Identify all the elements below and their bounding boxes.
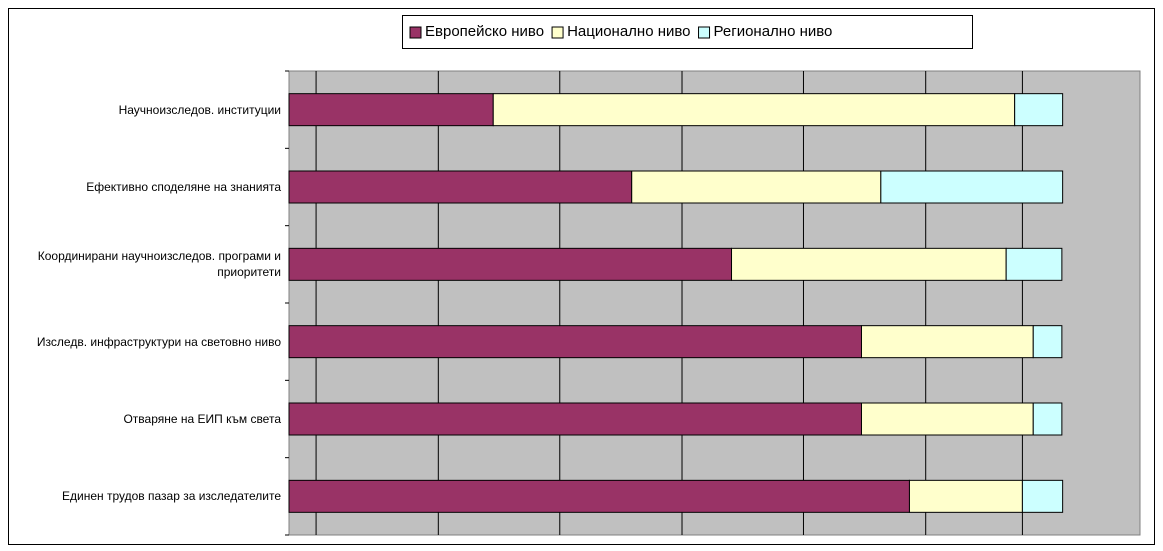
category-label: Ефективно споделяне на знанията	[86, 180, 281, 194]
bar-segment	[1032, 325, 1063, 359]
bar-segment	[908, 479, 1023, 513]
bar-segment	[860, 325, 1034, 359]
bar-segment	[492, 93, 1016, 127]
category-label: Изследв. инфраструктури на световно ниво	[36, 334, 281, 349]
bar-segment	[288, 325, 862, 359]
legend-swatch	[698, 26, 711, 39]
legend-label: Европейско ниво	[425, 23, 544, 40]
bar-segment	[1005, 247, 1063, 281]
legend-box	[402, 15, 973, 49]
plot-area	[288, 70, 1141, 536]
category-label: Отваряне на ЕИП към света	[123, 412, 281, 426]
legend-label: Регионално ниво	[714, 23, 833, 40]
bar-segment	[631, 170, 882, 204]
legend-swatch	[551, 26, 564, 39]
bar-segment	[1014, 93, 1064, 127]
legend-label: Национално ниво	[567, 23, 690, 40]
legend-swatch	[409, 26, 422, 39]
bar-segment	[1021, 479, 1064, 513]
bar-segment	[731, 247, 1007, 281]
category-label: Координирани научноизследов. програми и …	[37, 249, 281, 280]
bar-segment	[288, 247, 733, 281]
bar-segment	[288, 402, 862, 436]
bar-segment	[860, 402, 1034, 436]
bar-segment	[880, 170, 1064, 204]
bar-segment	[288, 170, 633, 204]
bar-segment	[1032, 402, 1063, 436]
bar-segment	[288, 93, 494, 127]
category-label: Научноизследов. институции	[118, 102, 281, 117]
bar-segment	[288, 479, 910, 513]
category-label: Единен трудов пазар за изследателите	[62, 489, 281, 504]
